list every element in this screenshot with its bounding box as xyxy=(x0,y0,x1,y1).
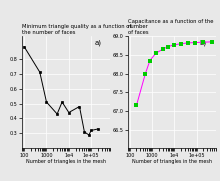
Point xyxy=(161,48,165,51)
Point xyxy=(135,104,138,107)
Text: a): a) xyxy=(94,40,101,46)
Text: b): b) xyxy=(200,40,207,46)
Point xyxy=(148,59,152,62)
Point xyxy=(154,52,158,54)
Point xyxy=(166,45,169,48)
Point xyxy=(202,41,205,44)
Point xyxy=(144,72,147,75)
X-axis label: Number of triangles in the mesh: Number of triangles in the mesh xyxy=(132,159,212,164)
Point xyxy=(211,40,214,43)
Point xyxy=(173,43,176,46)
Point xyxy=(186,41,190,44)
Text: Capacitance as a function of the number
of faces: Capacitance as a function of the number … xyxy=(128,19,213,35)
Point xyxy=(179,42,183,45)
Point xyxy=(193,41,196,44)
Text: Minimum triangle quality as a function of
the number of faces: Minimum triangle quality as a function o… xyxy=(22,24,131,35)
X-axis label: Number of triangles in the mesh: Number of triangles in the mesh xyxy=(26,159,106,164)
